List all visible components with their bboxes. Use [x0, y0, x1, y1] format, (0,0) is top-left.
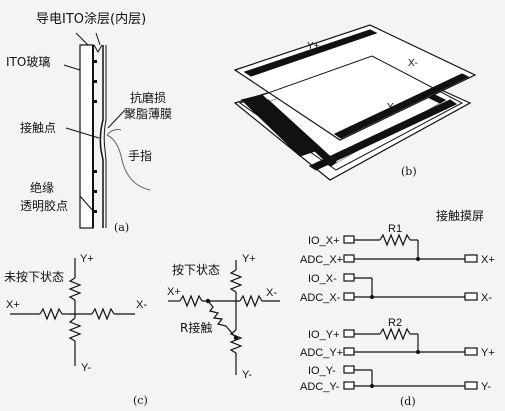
caption-a: (a) [114, 221, 129, 234]
touchscreen-title: 接触摸屏 [436, 208, 484, 223]
label-r1: R1 [388, 223, 402, 235]
caption-d: (d) [400, 395, 416, 408]
pin-io-y-plus: IO_Y+ [308, 329, 340, 341]
polyester-film [99, 45, 104, 228]
left-x-minus-resistor [91, 307, 115, 321]
pin-adc-x-minus: ADC_X- [300, 292, 341, 304]
panel-a [63, 32, 151, 229]
label-bottom-y-minus: Y- [387, 102, 396, 113]
pin-adc-y-plus: ADC_Y+ [300, 347, 343, 359]
right-y-minus-resistor [229, 329, 243, 354]
out-x-minus: X- [481, 292, 492, 304]
right-label-y-minus: Y- [242, 369, 252, 381]
left-y-minus-resistor [68, 317, 82, 342]
out-x-plus: X+ [481, 254, 495, 266]
label-bottom-x-plus: X+ [288, 127, 301, 138]
pin-io-x-plus: IO_X+ [308, 235, 340, 247]
r2-resistor [379, 327, 411, 341]
contact-resistor [207, 300, 237, 339]
spacer-dots [94, 60, 97, 213]
label-top-y-plus: Y+ [307, 41, 320, 52]
left-x-plus-resistor [39, 307, 63, 321]
label-top-x-minus: X- [408, 58, 418, 69]
pin-adc-y-minus: ADC_Y- [300, 381, 340, 393]
state-not-pressed: 未按下状态 [4, 270, 64, 284]
panel-b [233, 24, 477, 181]
pin-io-x-minus: IO_X- [308, 273, 337, 285]
left-y-plus-resistor [68, 277, 82, 301]
right-label-x-minus: X- [266, 287, 277, 299]
left-label-y-plus: Y+ [80, 253, 94, 265]
film-label-line1: 抗磨损 [130, 90, 166, 105]
state-pressed: 按下状态 [172, 263, 220, 277]
out-y-plus: Y+ [481, 347, 495, 359]
left-label-x-plus: X+ [6, 299, 20, 311]
left-label-y-minus: Y- [81, 362, 91, 374]
right-y-plus-resistor [229, 269, 243, 293]
right-label-x-plus: X+ [167, 286, 181, 298]
out-y-minus: Y- [481, 381, 491, 393]
label-r2: R2 [388, 317, 402, 329]
pin-io-y-minus: IO_Y- [308, 365, 336, 377]
left-label-x-minus: X- [136, 299, 147, 311]
contact-resistor-label: R接触 [180, 320, 212, 335]
ito-glass [79, 44, 94, 229]
film-label-line2: 聚脂薄膜 [124, 106, 172, 121]
right-x-plus-resistor [179, 294, 203, 308]
insulator-label-line1: 绝缘 [30, 180, 54, 195]
insulator-label-line2: 透明胶点 [20, 198, 68, 213]
coating-label: 导电ITO涂层(内层) [36, 11, 146, 27]
glass-label: ITO玻璃 [6, 55, 50, 69]
finger-outline [106, 134, 151, 191]
top-sheet [233, 24, 477, 141]
right-x-minus-resistor [239, 294, 263, 308]
top-electrode-y-plus [243, 29, 378, 77]
pin-boxes [343, 235, 478, 390]
contact-label: 接触点 [20, 120, 56, 135]
caption-c: (c) [133, 394, 148, 407]
pin-adc-x-plus: ADC_X+ [300, 254, 343, 266]
panel-c [10, 258, 280, 375]
top-electrode-y-minus [333, 73, 470, 139]
finger-label: 手指 [128, 148, 152, 163]
r1-resistor [379, 233, 411, 247]
right-label-y-plus: Y+ [242, 253, 256, 265]
panel-d [343, 233, 478, 390]
caption-b: (b) [401, 165, 417, 178]
